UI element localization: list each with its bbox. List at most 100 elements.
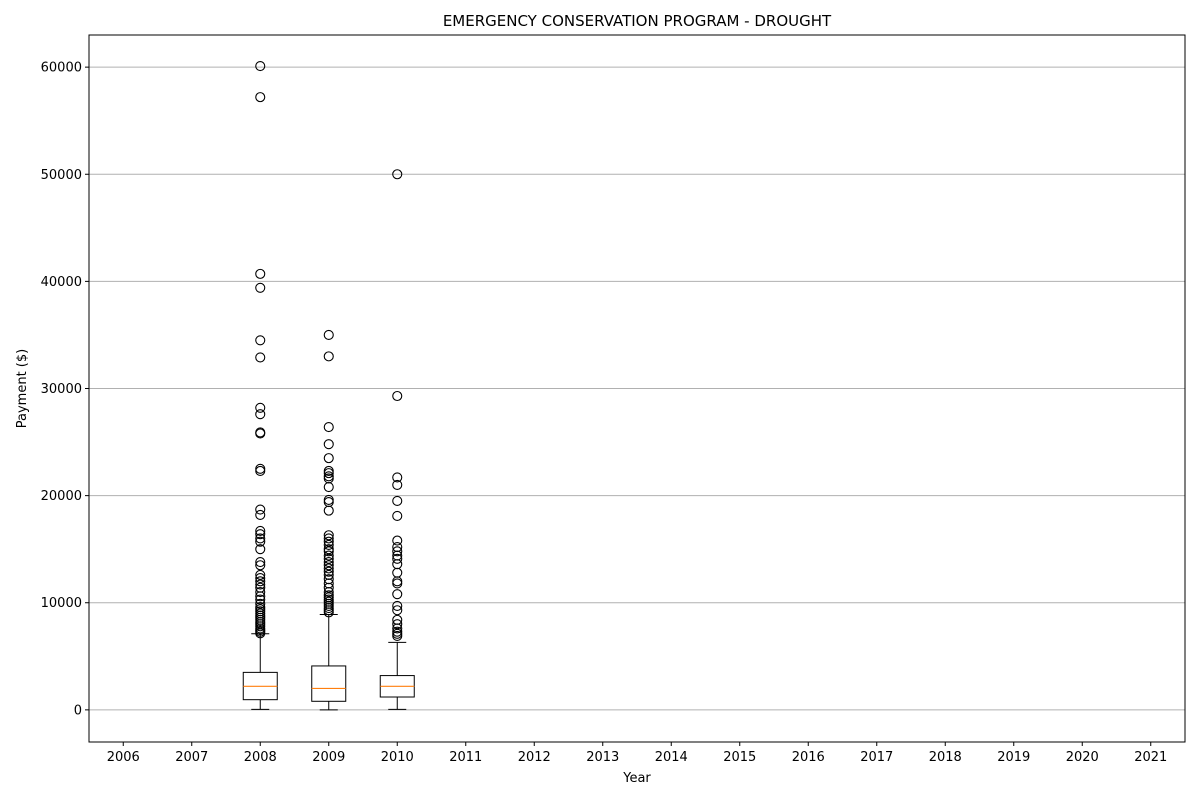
- outlier-point: [392, 589, 403, 600]
- outlier-point: [323, 590, 334, 601]
- outlier-point: [255, 61, 266, 72]
- outlier-point: [255, 268, 266, 279]
- outlier-point: [392, 614, 403, 625]
- outlier-point: [323, 505, 334, 516]
- outlier-point: [392, 567, 403, 578]
- outlier-point: [255, 569, 266, 580]
- outlier-point: [392, 626, 403, 637]
- outlier-point: [323, 556, 334, 568]
- outlier-point: [255, 601, 266, 613]
- x-tick-label: 2009: [312, 750, 345, 765]
- outlier-point: [255, 573, 266, 584]
- x-tick-label: 2017: [860, 750, 893, 765]
- outlier-point: [392, 390, 403, 402]
- box-series: [242, 614, 415, 711]
- outlier-point: [323, 329, 334, 340]
- x-tick-label: 2013: [586, 750, 619, 765]
- outlier-point: [255, 427, 266, 438]
- y-tick-label: 30000: [41, 382, 82, 397]
- x-tick-label: 2018: [929, 750, 962, 765]
- outlier-point: [255, 504, 266, 515]
- outlier-point: [255, 463, 266, 474]
- outlier-point: [255, 402, 266, 413]
- gridlines: [89, 66, 1185, 711]
- outlier-point: [255, 598, 266, 609]
- outlier-point: [255, 586, 266, 598]
- outlier-point: [255, 335, 266, 346]
- outlier-point: [323, 439, 334, 450]
- x-tick-label: 2011: [449, 750, 482, 765]
- x-tick-label: 2016: [792, 750, 825, 765]
- outlier-point: [323, 471, 334, 482]
- box-2008: [242, 633, 278, 710]
- x-tick-label: 2021: [1134, 750, 1167, 765]
- outlier-point: [392, 559, 403, 570]
- x-tick-label: 2014: [655, 750, 688, 765]
- x-tick-label: 2015: [723, 750, 756, 765]
- y-tick-label: 10000: [41, 596, 82, 611]
- outlier-point: [255, 92, 266, 103]
- outlier-point: [323, 530, 334, 541]
- outlier-point: [255, 544, 266, 555]
- outlier-point: [392, 553, 403, 564]
- outlier-point: [392, 510, 403, 522]
- outlier-point: [323, 465, 334, 477]
- y-axis-ticks: 0 10000 20000 30000 40000 50000 60000: [41, 61, 89, 718]
- outlier-point: [323, 553, 334, 564]
- outlier-point: [392, 605, 403, 616]
- y-tick-label: 20000: [41, 489, 82, 504]
- outlier-point: [323, 563, 334, 574]
- outlier-point: [392, 541, 403, 553]
- outlier-point: [392, 600, 403, 612]
- outlier-point: [255, 282, 266, 293]
- box-2009: [311, 614, 347, 711]
- x-tick-label: 2008: [244, 750, 277, 765]
- outlier-point: [255, 465, 266, 477]
- outlier-point: [255, 556, 266, 568]
- x-tick-label: 2012: [518, 750, 551, 765]
- outlier-point: [255, 529, 266, 540]
- x-tick-label: 2019: [997, 750, 1030, 765]
- x-axis-label: Year: [622, 771, 651, 786]
- outlier-point: [255, 579, 266, 590]
- outlier-point: [323, 453, 334, 464]
- outlier-point: [323, 569, 334, 580]
- x-tick-label: 2020: [1066, 750, 1099, 765]
- outlier-point: [323, 482, 334, 493]
- outlier-point: [323, 351, 334, 362]
- outlier-point: [323, 574, 334, 585]
- outlier-point: [392, 495, 403, 507]
- outlier-point: [323, 566, 334, 577]
- outlier-point: [323, 533, 334, 544]
- outlier-point: [255, 509, 266, 520]
- outlier-points: [255, 61, 403, 642]
- outlier-point: [323, 496, 334, 508]
- outlier-point: [255, 536, 266, 547]
- iqr-box: [311, 665, 347, 702]
- outlier-point: [392, 169, 403, 180]
- outlier-point: [255, 576, 266, 587]
- box-2010: [379, 641, 415, 710]
- outlier-point: [255, 582, 266, 593]
- y-axis-label: Payment ($): [15, 349, 30, 428]
- outlier-point: [323, 536, 334, 547]
- y-tick-label: 60000: [41, 61, 82, 76]
- y-tick-label: 40000: [41, 275, 82, 290]
- outlier-point: [255, 525, 266, 537]
- outlier-point: [392, 619, 403, 630]
- outlier-point: [323, 544, 334, 555]
- chart-title: EMERGENCY CONSERVATION PROGRAM - DROUGHT: [443, 12, 832, 30]
- outlier-point: [392, 535, 403, 546]
- outlier-point: [255, 409, 266, 420]
- outlier-point: [392, 479, 403, 490]
- outlier-point: [255, 533, 266, 544]
- outlier-point: [255, 594, 266, 605]
- outlier-point: [323, 494, 334, 505]
- x-axis-ticks: 2006 2007 2008 2009 2010 2011 2012 2013 2014 2015…: [107, 742, 1167, 765]
- outlier-point: [392, 576, 403, 587]
- x-tick-label: 2006: [107, 750, 140, 765]
- outlier-point: [255, 352, 266, 363]
- outlier-point: [255, 560, 266, 571]
- outlier-point: [392, 472, 403, 483]
